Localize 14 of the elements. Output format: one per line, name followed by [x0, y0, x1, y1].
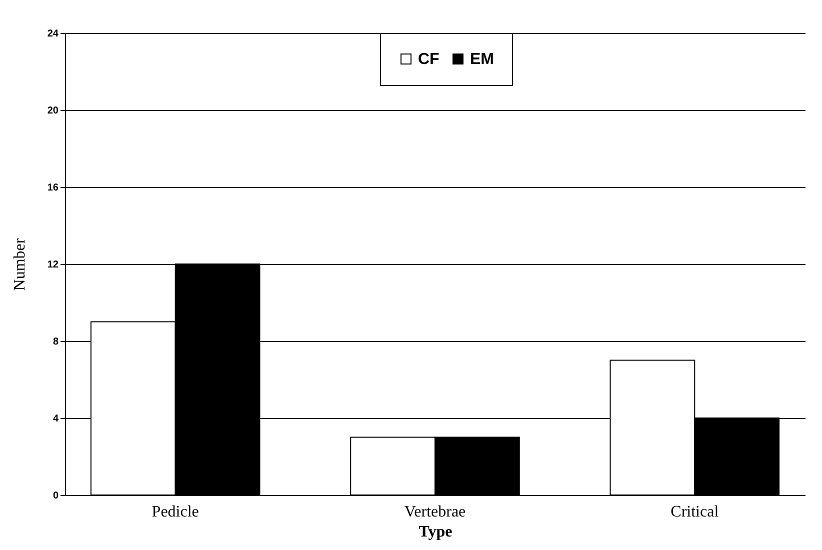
legend-label: EM: [470, 51, 494, 68]
x-tick-label: Critical: [670, 504, 720, 520]
y-tick-label: 24: [47, 28, 59, 40]
y-axis-title: Number: [11, 238, 28, 291]
y-tick-label: 4: [52, 414, 59, 424]
y-tick-label: 8: [52, 336, 59, 348]
x-axis-title: Type: [418, 524, 452, 540]
legend-label: CF: [418, 51, 440, 68]
y-tick-label: 20: [47, 106, 59, 116]
y-tick-label: 0: [52, 490, 59, 502]
x-tick-label: Vertebrae: [404, 504, 466, 520]
x-tick-label: Pedicle: [152, 504, 199, 520]
y-tick-label: 16: [47, 182, 59, 194]
y-tick-label: 12: [47, 260, 59, 270]
